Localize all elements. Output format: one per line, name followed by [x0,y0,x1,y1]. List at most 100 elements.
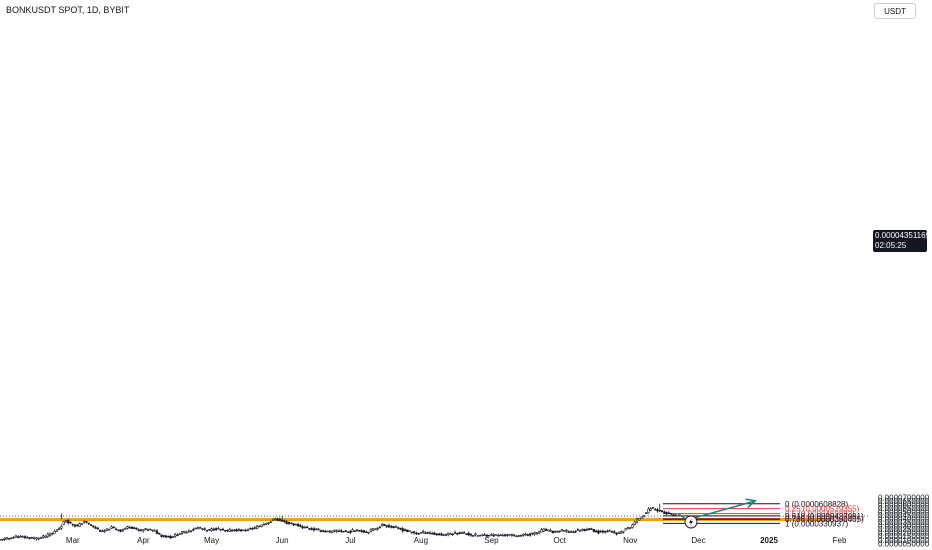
candle-up [449,533,452,536]
candle-down [362,530,366,533]
candle-down [76,524,79,527]
candle-down [667,512,670,514]
candle-up [253,527,256,529]
candle-up [565,529,568,532]
price-tick-label: 0.0000250000 [878,525,930,534]
candle-up [351,529,354,533]
candle-down [319,530,322,532]
candle-up [83,521,86,523]
candle-up [346,531,350,533]
candle-up [174,533,177,537]
candle-down [415,532,418,535]
lightning-icon[interactable] [684,515,698,529]
price-axis[interactable]: 0.00007000000.00006500000.00006000000.00… [878,493,930,548]
candle-up [490,533,493,536]
candle-up [53,530,56,534]
candle-down [358,529,361,532]
candle-down [592,529,595,532]
candle-down [73,524,77,527]
candle-up [513,534,516,536]
candle-down [526,534,529,536]
candle-down [285,521,288,524]
candle-down [160,534,163,538]
candle-up [124,528,127,530]
candle-up [185,532,188,534]
candle-up [419,532,422,534]
candle-down [283,520,286,522]
candle-down [224,530,227,532]
candle-down [401,528,404,532]
candle-up [460,531,463,534]
candle-down [485,534,488,537]
candle-down [96,527,99,530]
candle-down [130,526,134,529]
candle-up [180,531,184,534]
candle-up [265,523,268,525]
candle-up [508,534,511,536]
candle-down [583,529,586,531]
candle-down [467,532,470,536]
candle-up [442,534,445,536]
candle-down [356,529,359,532]
candle-up [103,530,106,533]
candle-up [144,527,147,530]
currency-button[interactable]: USDT [874,3,916,19]
candle-up [55,529,58,532]
candle-up [255,525,259,529]
candle-up [258,525,261,528]
time-tick-label: Jun [276,536,289,545]
candle-up [447,532,450,536]
candle-up [554,530,557,533]
candle-down [613,531,616,534]
price-tick-label: 0.0000300000 [878,522,930,531]
candle-up [187,530,190,533]
candle-down [349,531,352,533]
price-tick-label: 0.0000450000 [878,511,930,520]
candle-up [142,529,145,532]
candle-down [651,507,655,509]
candle-up [535,532,539,535]
candle-up [620,531,623,534]
candle-up [246,528,250,531]
last-price-badge: 0.00004351169 02:05:25 [873,230,930,252]
candle-down [670,513,673,515]
candle-up [408,530,411,532]
candle-up [560,529,564,532]
candle-up [62,521,65,525]
candle-up [331,530,334,533]
candle-up [558,530,561,533]
candle-down [244,529,247,532]
candle-down [30,537,33,539]
candle-down [169,535,172,539]
candle-down [585,529,589,531]
candle-down [654,509,657,511]
candle-down [235,529,238,532]
candle-down [299,525,302,527]
candle-up [326,530,329,533]
candle-up [128,527,131,529]
candle-down [276,518,279,521]
candle-up [642,515,645,518]
candle-down [310,528,313,530]
candle-up [237,529,240,531]
candle-down [417,532,420,535]
candle-up [44,535,47,538]
candle-up [190,530,193,532]
arrowhead [745,498,758,509]
candle-down [212,528,215,531]
time-axis[interactable]: Mar Apr May Jun Jul Aug Sep Oct Nov Dec 2025 Feb [66,536,847,545]
candle-down [551,530,554,534]
candle-down [435,533,438,536]
candle-down [99,529,102,532]
candle-down [517,535,520,537]
candle-down [306,526,309,529]
candle-up [608,530,611,532]
price-tick-label: 0.0000400000 [878,515,930,524]
candle-up [260,524,263,527]
candle-down [164,535,168,538]
candle-up [640,516,643,519]
candle-up [333,529,336,532]
price-tick-label: 0.0000650000 [878,497,930,506]
candle-down [85,521,88,523]
